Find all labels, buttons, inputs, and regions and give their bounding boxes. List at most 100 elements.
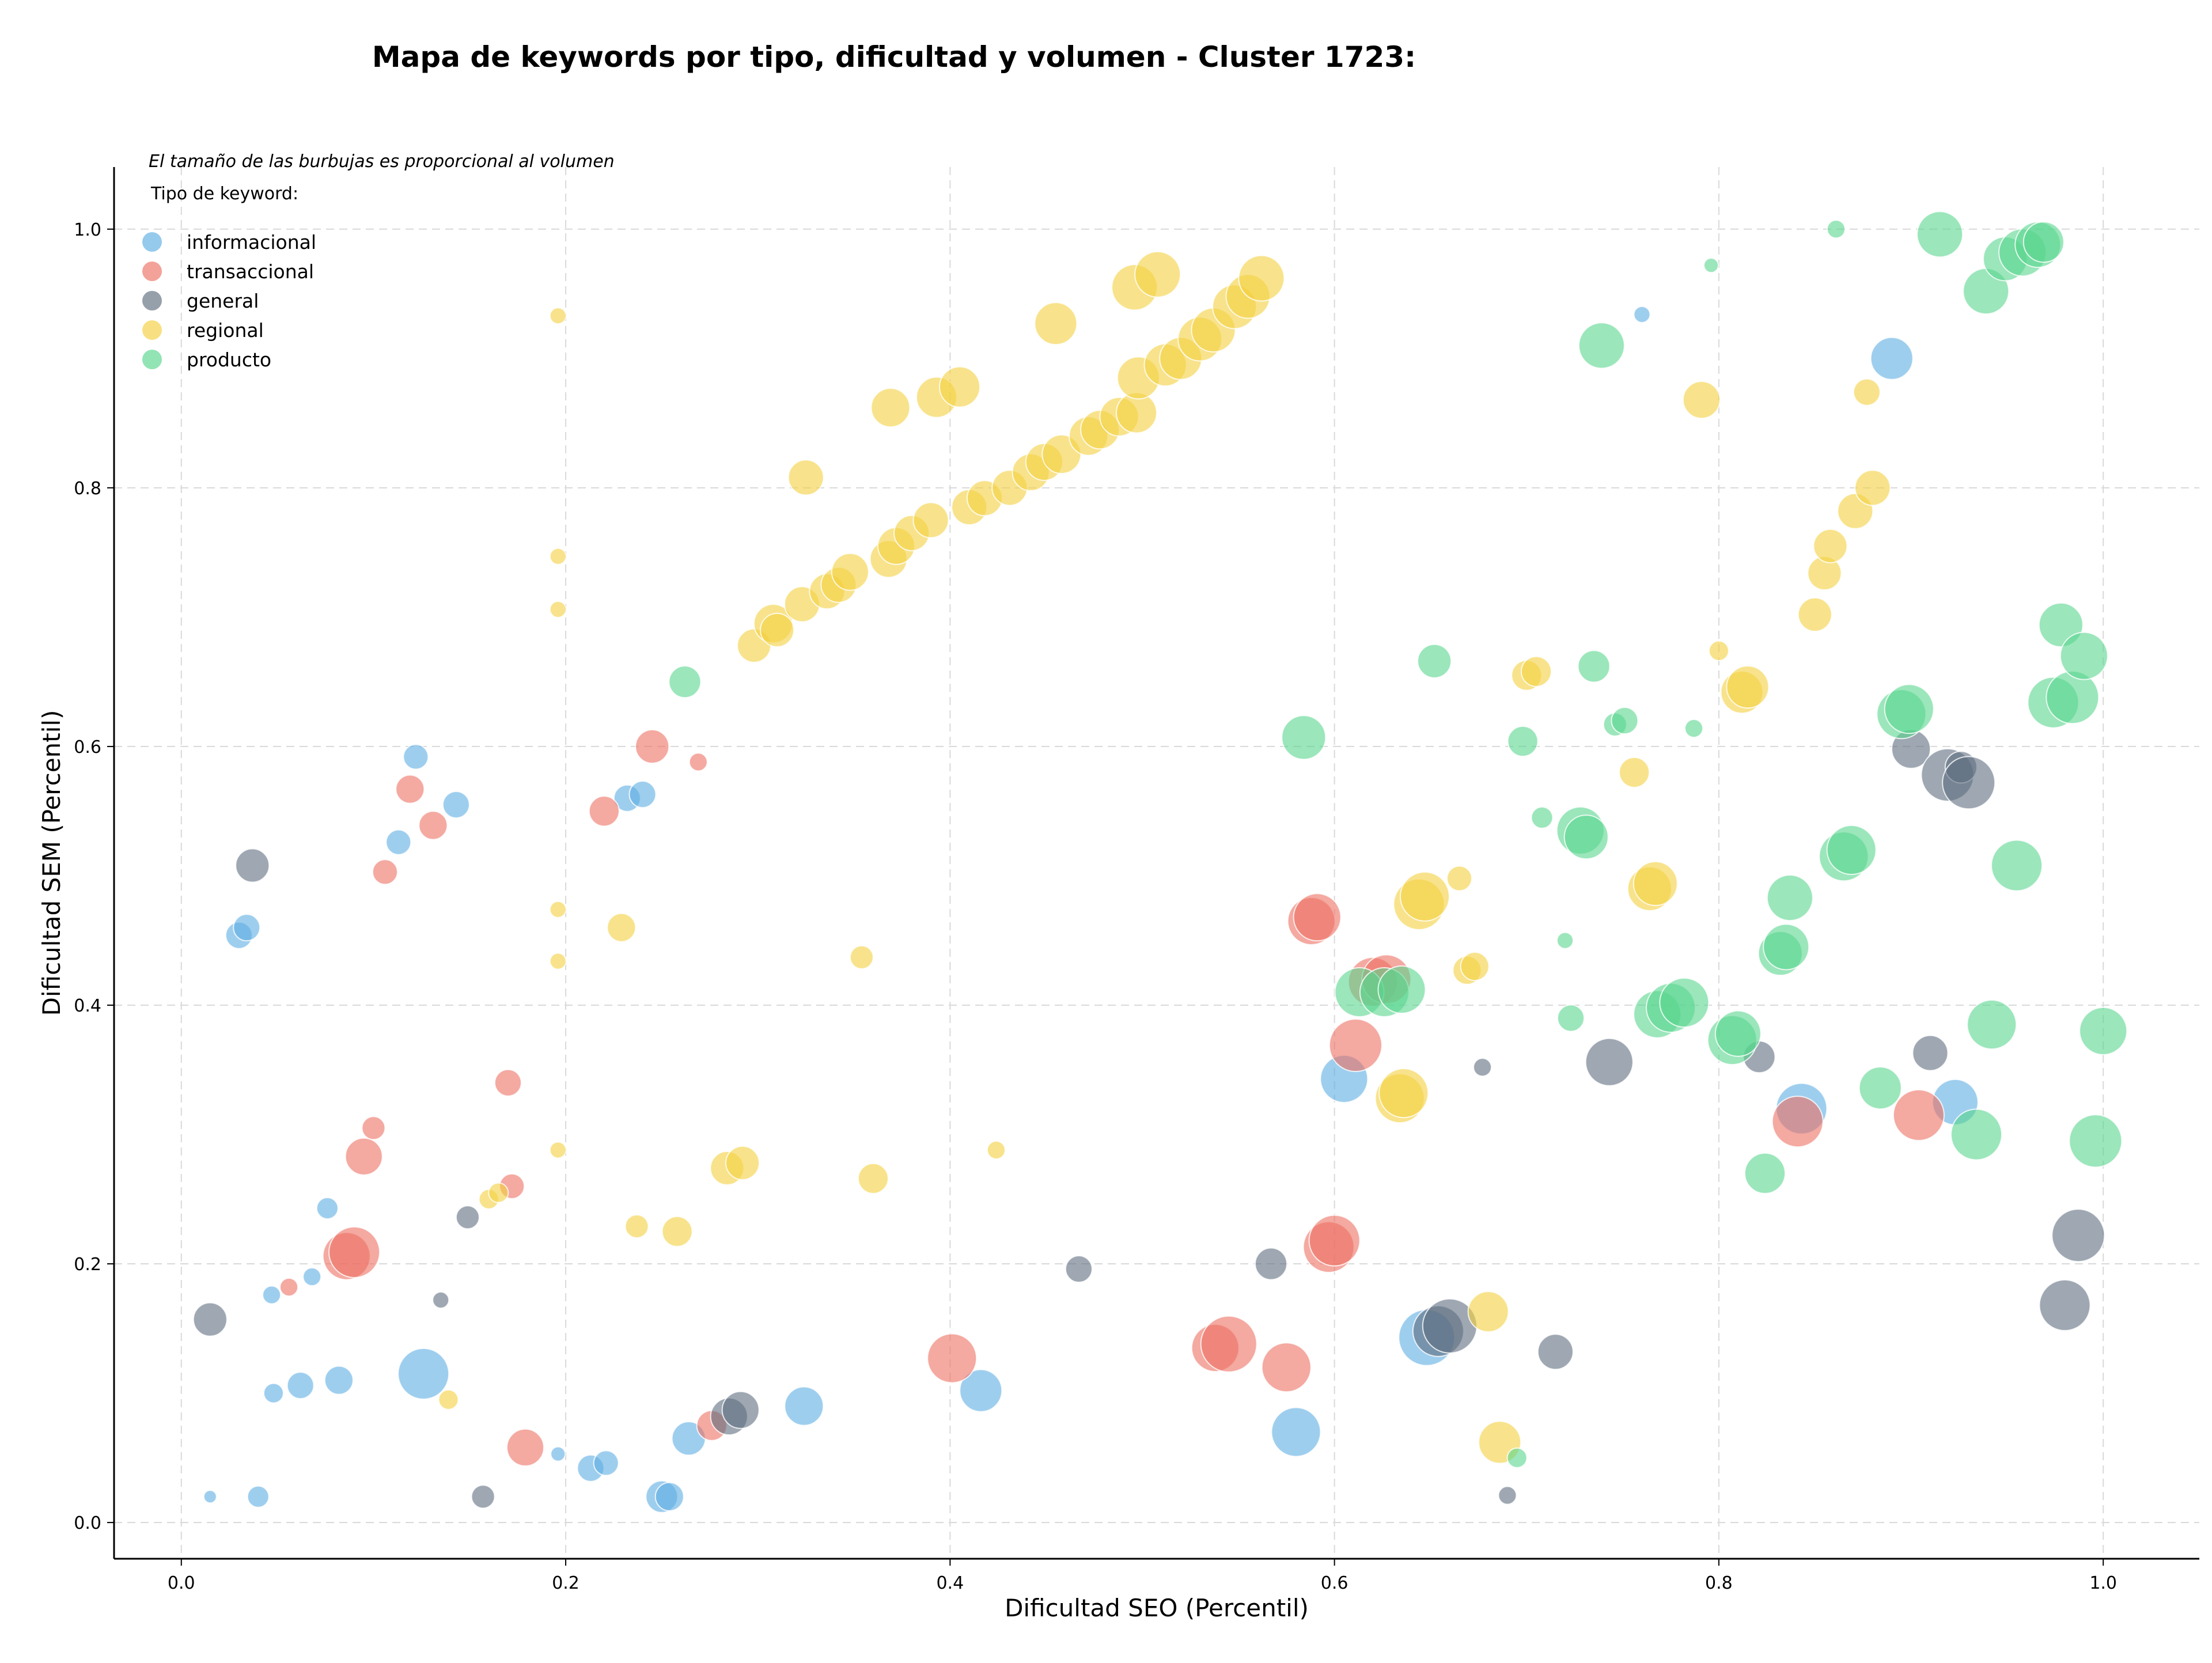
x-tick-label: 0.4 [936, 1573, 964, 1593]
bubble-producto [1577, 650, 1611, 683]
y-tick-label: 0.2 [74, 1255, 101, 1275]
bubble-transaccional [344, 1137, 383, 1176]
legend-label-informacional: informacional [187, 231, 316, 253]
bubble-producto [1826, 825, 1877, 876]
bubble-producto [1377, 965, 1426, 1014]
bubble-transaccional [1771, 1096, 1824, 1148]
bubble-regional [1797, 597, 1832, 632]
bubble-regional [1399, 871, 1450, 922]
legend-marker-informacional [142, 232, 162, 252]
bubble-transaccional [372, 859, 398, 885]
bubble-transaccional [361, 1116, 386, 1141]
legend-label-transaccional: transaccional [187, 260, 314, 283]
bubble-general [1473, 1058, 1493, 1077]
bubble-informacional [316, 1197, 339, 1220]
bubble-regional [912, 502, 949, 539]
bubble-general [1942, 756, 1996, 810]
bubble-general [235, 848, 270, 883]
bubble-regional [760, 612, 795, 647]
bubble-general [192, 1302, 228, 1337]
series-regional [438, 251, 1891, 1464]
bubble-regional [549, 952, 567, 970]
bubble-regional [549, 1141, 567, 1159]
x-tick-label: 0.0 [168, 1573, 195, 1593]
x-tick-label: 0.6 [1321, 1573, 1349, 1593]
bubble-informacional [1271, 1407, 1321, 1457]
bubble-regional [1460, 952, 1490, 982]
bubble-regional [661, 1215, 693, 1247]
x-tick-label: 0.8 [1705, 1573, 1733, 1593]
bubble-producto [1916, 211, 1964, 258]
bubble-producto [1884, 684, 1934, 734]
legend-label-general: general [187, 290, 259, 312]
bubble-producto [1744, 1152, 1786, 1194]
bubble-transaccional [1293, 893, 1342, 942]
y-tick-label: 0.6 [74, 737, 101, 757]
bubble-producto [1826, 219, 1846, 239]
bubble-producto [1556, 1004, 1585, 1032]
bubble-regional [607, 912, 637, 942]
x-tick-label: 1.0 [2089, 1573, 2117, 1593]
bubble-general [1065, 1255, 1093, 1283]
bubble-transaccional [1328, 1018, 1382, 1073]
bubble-informacional [959, 1369, 1003, 1412]
x-axis-label: Dificultad SEO (Percentil) [1005, 1594, 1309, 1622]
bubble-informacional [247, 1485, 270, 1508]
y-tick-label: 1.0 [74, 220, 101, 240]
legend-label-regional: regional [187, 319, 264, 342]
bubble-informacional [203, 1490, 217, 1504]
bubble-informacional [263, 1382, 284, 1404]
bubble-transaccional [506, 1428, 544, 1467]
bubble-regional [1619, 756, 1650, 788]
bubble-regional [1708, 640, 1729, 661]
bubble-producto [668, 665, 702, 699]
bubble-regional [831, 552, 869, 591]
bubble-informacional [550, 1446, 566, 1462]
bubble-regional [549, 307, 567, 325]
x-tick-label: 0.2 [552, 1573, 579, 1593]
data-points [192, 211, 2128, 1513]
legend-label-producto: producto [187, 348, 271, 371]
bubble-general [432, 1291, 450, 1309]
bubble-regional [1378, 1068, 1429, 1119]
axes [113, 167, 2199, 1560]
bubble-producto [1578, 322, 1625, 369]
bubble-regional [1813, 528, 1848, 563]
bubble-informacional [1870, 336, 1914, 380]
bubble-regional [1854, 469, 1891, 506]
bubble-producto [2022, 221, 2065, 263]
bubble-transaccional [1200, 1315, 1257, 1373]
bubble-regional [549, 600, 567, 618]
series-producto [668, 211, 2128, 1468]
bubble-general [471, 1484, 495, 1509]
bubble-regional [1134, 251, 1181, 298]
bubble-producto [1531, 806, 1554, 829]
bubble-general [2051, 1209, 2105, 1263]
bubble-producto [1611, 707, 1639, 735]
bubble-informacional [784, 1386, 824, 1426]
bubble-producto [1714, 1010, 1762, 1057]
bubble-regional [857, 1162, 889, 1194]
y-tick-label: 0.0 [74, 1513, 101, 1533]
chart-title: Mapa de keywords por tipo, dificultad y … [372, 40, 1416, 74]
bubble-general [721, 1391, 760, 1429]
bubble-general [1498, 1486, 1517, 1505]
bubble-transaccional [588, 795, 620, 827]
bubble-producto [1858, 1066, 1902, 1110]
bubble-informacional [1633, 305, 1651, 323]
bubble-producto [1507, 725, 1539, 757]
y-tick-label: 0.4 [74, 996, 101, 1016]
bubble-regional [725, 1145, 760, 1180]
bubble-transaccional [1261, 1342, 1312, 1393]
bubble-regional [939, 366, 981, 408]
legend-marker-regional [142, 320, 162, 340]
bubble-regional [488, 1182, 509, 1203]
bubble-regional [1446, 865, 1472, 892]
bubble-regional [849, 945, 874, 969]
bubble-general [1912, 1035, 1949, 1071]
bubble-producto [2069, 1114, 2123, 1168]
bubble-transaccional [1892, 1089, 1945, 1141]
bubble-transaccional [395, 774, 425, 804]
